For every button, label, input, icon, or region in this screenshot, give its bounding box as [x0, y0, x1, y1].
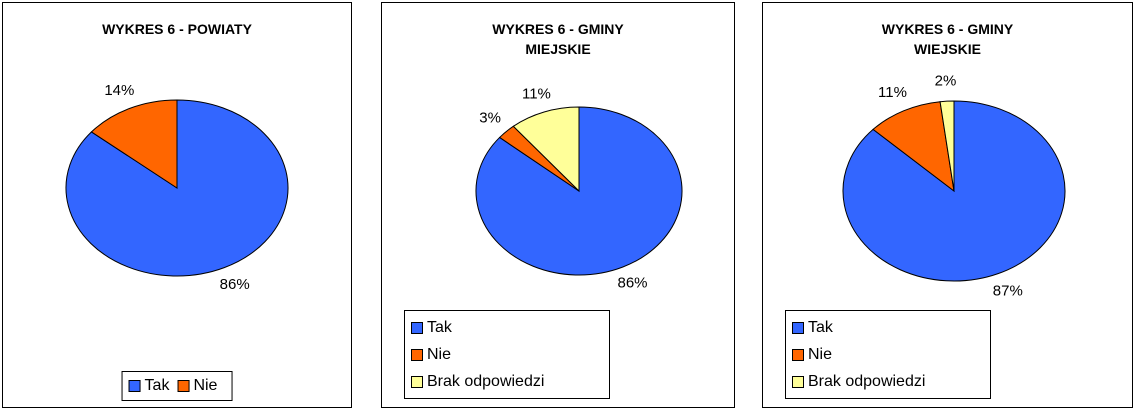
pie-slice: [512, 106, 580, 193]
legend-swatch: [411, 321, 423, 334]
legend-item: Tak: [792, 314, 976, 341]
data-label: 86%: [220, 276, 250, 293]
chart-panel: WYKRES 6 - POWIATY 86% 14% Tak Nie: [2, 2, 352, 408]
legend-item: Nie: [411, 341, 595, 368]
legend-swatch: [411, 375, 423, 388]
legend-swatch: [792, 321, 804, 334]
legend: Tak Nie Brak odpowiedzi: [404, 310, 610, 399]
data-label: 14%: [104, 82, 134, 99]
data-label: 11%: [878, 84, 907, 101]
legend-label: Tak: [808, 319, 833, 336]
legend-label: Nie: [193, 377, 218, 394]
pie-slice: [939, 100, 955, 192]
pie-chart: 86% 14%: [65, 82, 289, 293]
chart-title: WYKRES 6 - GMINY MIEJSKIE: [492, 21, 624, 57]
legend: Tak Nie Brak odpowiedzi: [785, 310, 991, 399]
legend-swatch: [792, 375, 804, 388]
chart-title: WYKRES 6 - POWIATY: [102, 21, 252, 37]
legend-swatch: [792, 348, 804, 361]
pie-slice: [90, 99, 178, 189]
data-label: 2%: [935, 72, 957, 89]
legend-label: Tak: [144, 377, 170, 394]
legend-item: Tak: [128, 375, 170, 397]
legend-swatch: [411, 348, 423, 361]
legend-label: Brak odpowiedzi: [427, 373, 545, 390]
legend-item: Nie: [792, 341, 976, 368]
data-label: 87%: [993, 283, 1023, 300]
chart-panel: WYKRES 6 - GMINY WIEJSKIE 87% 11% 2% Tak Nie B…: [762, 2, 1133, 408]
legend-item: Brak odpowiedzi: [792, 368, 976, 395]
chart-title: WYKRES 6 - GMINY WIEJSKIE: [881, 21, 1014, 57]
legend-label: Nie: [808, 346, 833, 363]
data-label: 86%: [617, 275, 647, 292]
data-label: 11%: [522, 86, 551, 103]
legend-item: Tak: [411, 314, 595, 341]
legend-label: Brak odpowiedzi: [808, 373, 926, 390]
legend-label: Tak: [427, 319, 452, 336]
legend-swatch: [177, 380, 190, 392]
pie-slice: [872, 101, 955, 193]
legend-label: Nie: [427, 346, 452, 363]
legend-swatch: [128, 380, 141, 392]
pie-chart: 87% 11% 2%: [842, 72, 1066, 300]
data-label: 3%: [479, 110, 501, 127]
chart-panel: WYKRES 6 - GMINY MIEJSKIE 86% 3% 11% Tak Nie B…: [381, 2, 735, 408]
pie-chart: 86% 3% 11%: [475, 86, 683, 292]
legend-item: Nie: [177, 375, 217, 397]
legend: Tak Nie: [121, 371, 233, 401]
legend-item: Brak odpowiedzi: [411, 368, 595, 395]
